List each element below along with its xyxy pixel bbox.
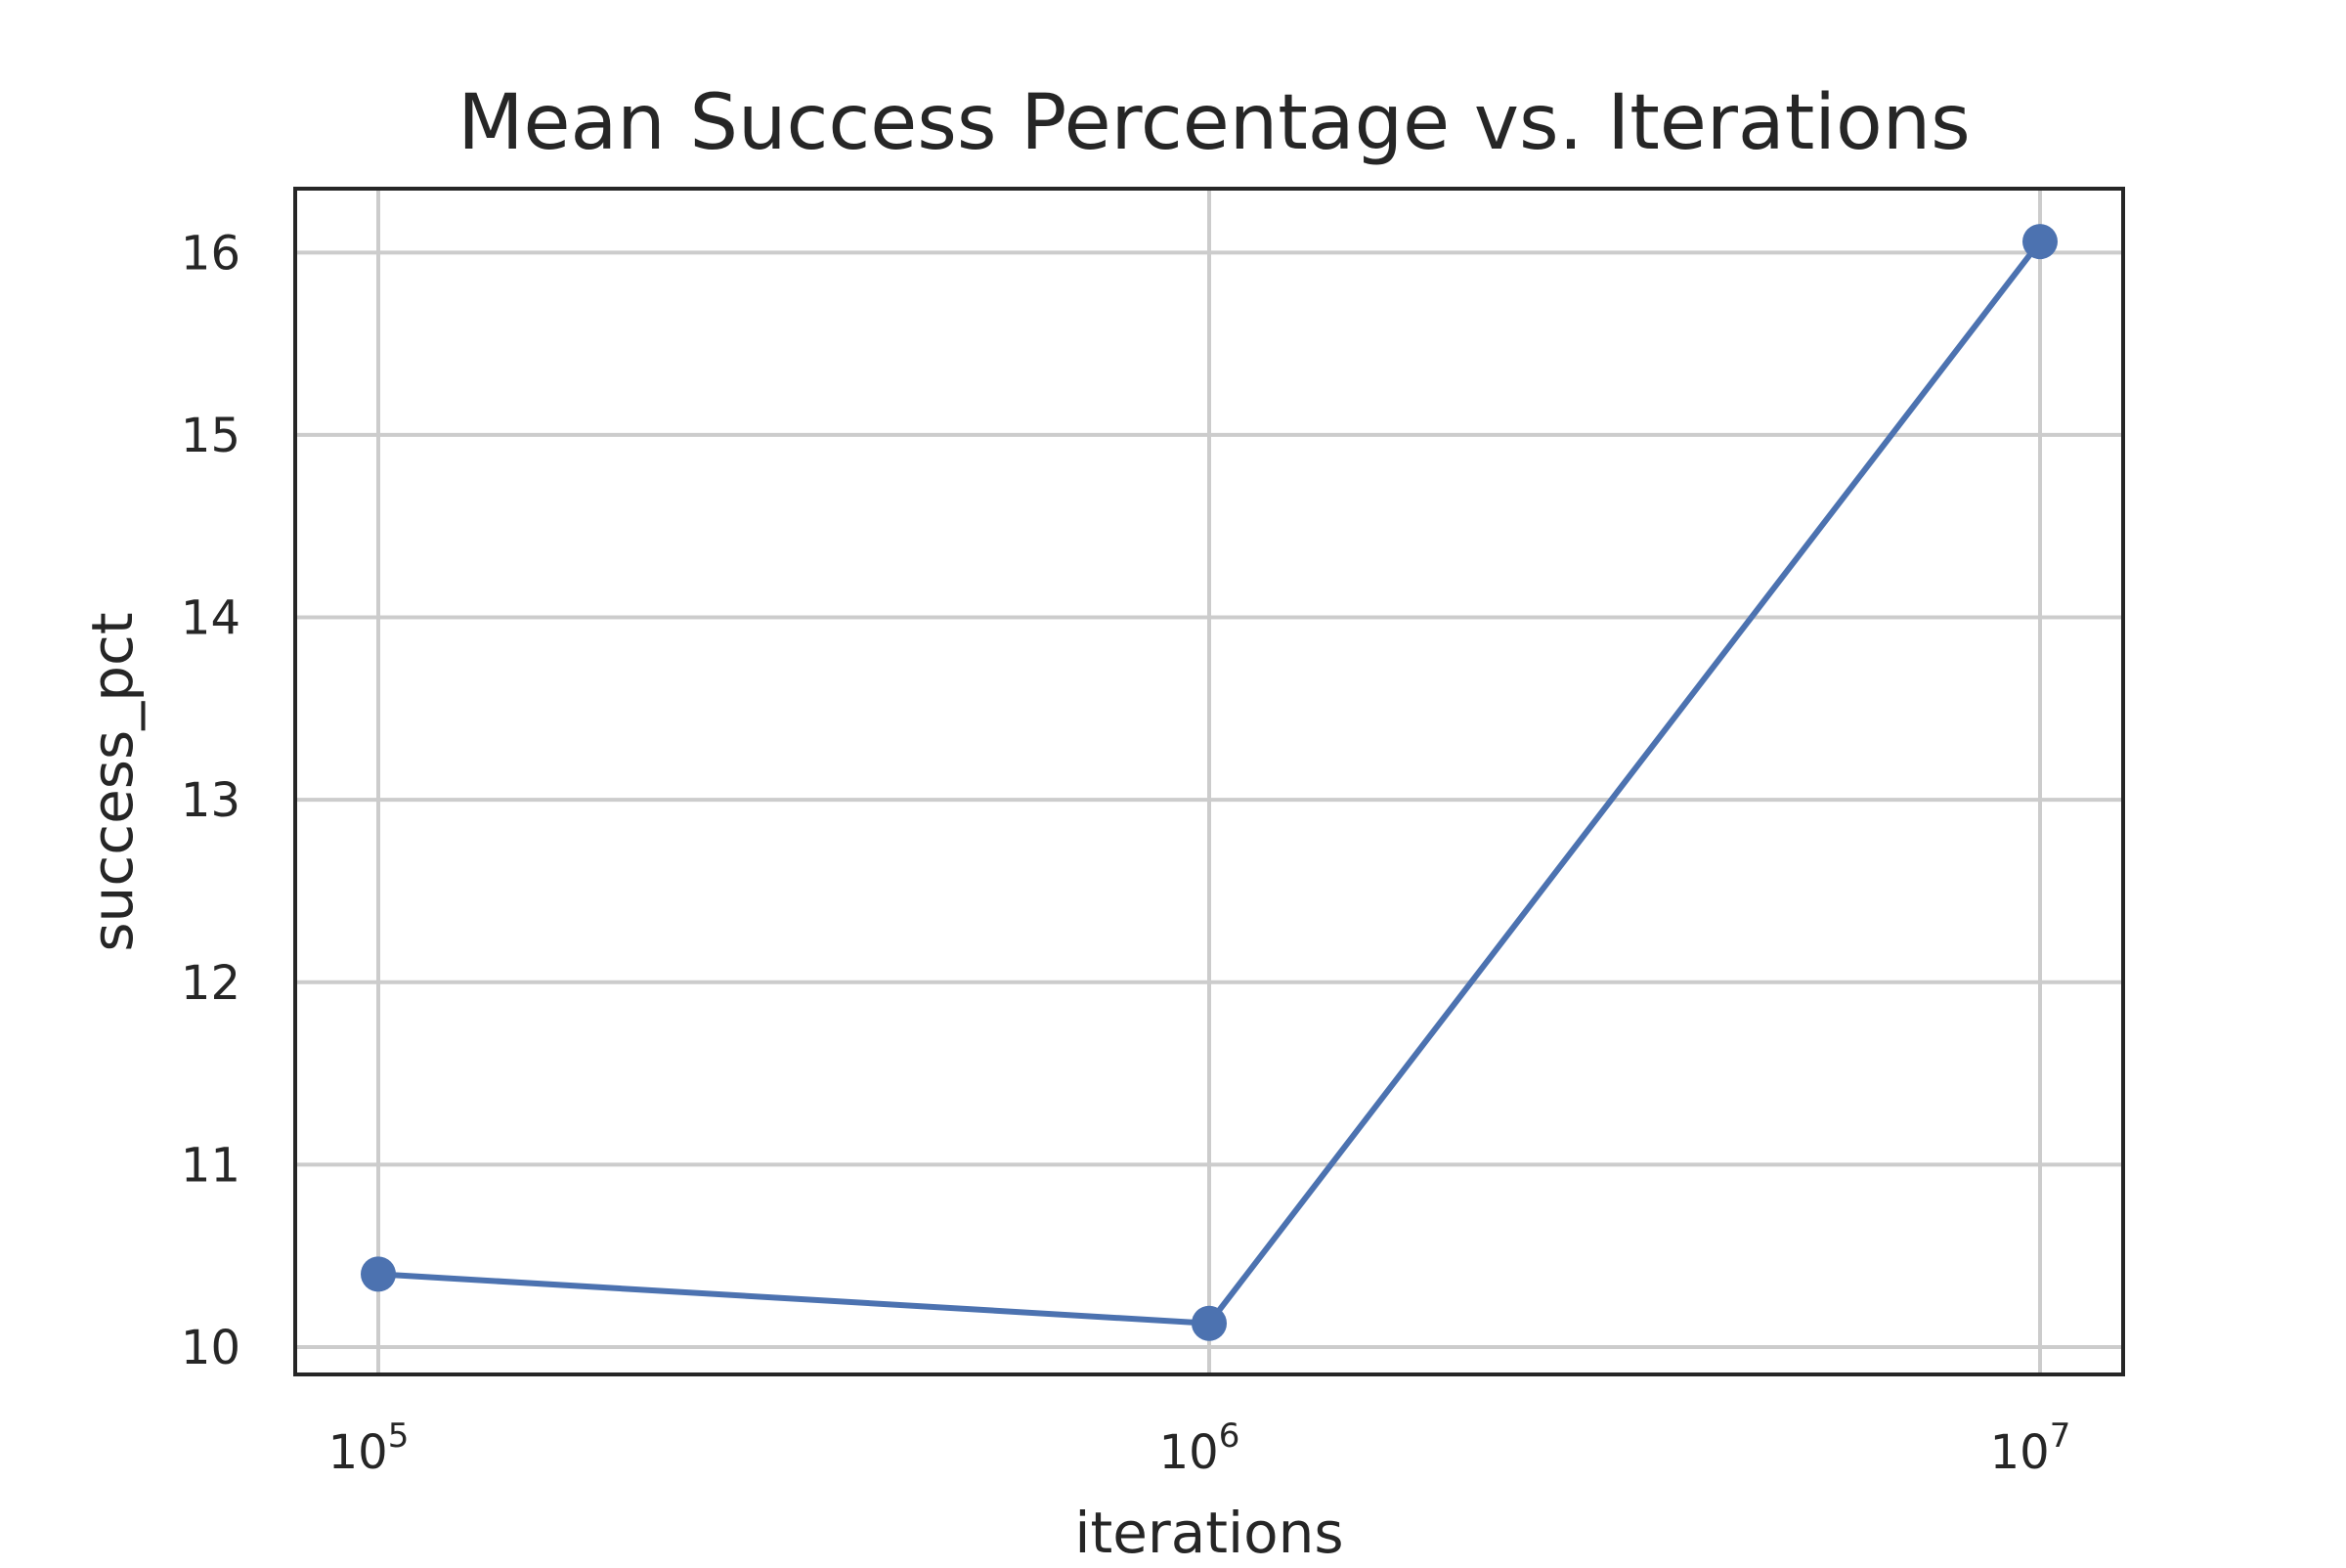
x-tick-exponent: 5: [388, 1416, 410, 1456]
y-tick-label: 14: [181, 591, 240, 646]
x-tick-base: 10: [328, 1425, 388, 1480]
y-tick-label: 16: [181, 226, 240, 281]
x-tick-base: 10: [1159, 1425, 1219, 1480]
x-axis-label: iterations: [1074, 1500, 1343, 1564]
data-point: [2022, 224, 2058, 260]
x-tick-label: 105: [328, 1416, 410, 1480]
x-tick-exponent: 6: [1219, 1416, 1240, 1456]
data-point: [361, 1256, 396, 1292]
plot-frame: [293, 187, 2125, 1376]
x-tick-base: 10: [1990, 1425, 2050, 1480]
y-tick-label: 10: [181, 1321, 240, 1375]
y-tick-label: 13: [181, 773, 240, 828]
chart-title: Mean Success Percentage vs. Iterations: [457, 79, 1971, 167]
series-layer: [361, 224, 2058, 1341]
x-tick-exponent: 7: [2050, 1416, 2071, 1456]
x-tick-label: 107: [1990, 1416, 2071, 1480]
y-axis-ticks: 10 11 12 13 14 15 16: [181, 226, 240, 1375]
y-tick-label: 15: [181, 409, 240, 463]
y-tick-label: 11: [181, 1138, 240, 1193]
data-point: [1192, 1305, 1227, 1341]
y-axis-label: success_pct: [79, 612, 146, 951]
x-tick-label: 106: [1159, 1416, 1240, 1480]
y-tick-label: 12: [181, 956, 240, 1011]
x-axis-ticks: 105 106 107: [328, 1416, 2071, 1480]
grid: [295, 189, 2123, 1374]
